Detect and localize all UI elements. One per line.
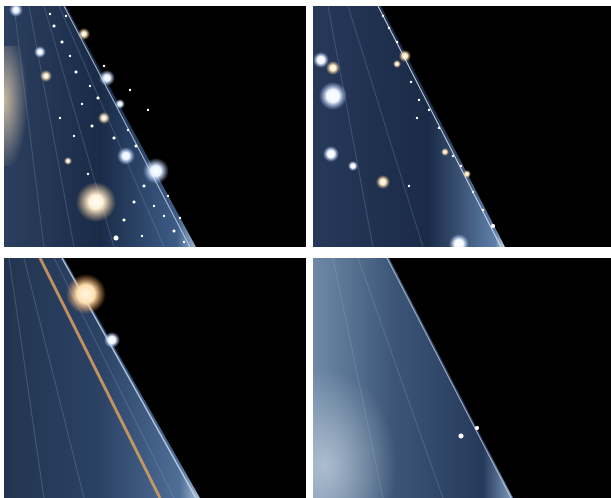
streak-band [4,6,196,247]
orange-streak [38,258,162,498]
star-field-image [4,258,200,498]
bright-star [319,82,347,110]
star-field-image [313,6,505,247]
star-field-image [313,258,513,498]
bright-star [66,274,106,314]
bright-star [76,182,116,222]
small-star [475,426,479,430]
small-star [458,433,464,439]
star-field-image [4,6,196,247]
panel-bottom-right [313,258,611,498]
panel-top-left [4,6,306,247]
panel-top-right [313,6,611,247]
panel-bottom-left [4,258,306,498]
bright-star [143,158,169,184]
